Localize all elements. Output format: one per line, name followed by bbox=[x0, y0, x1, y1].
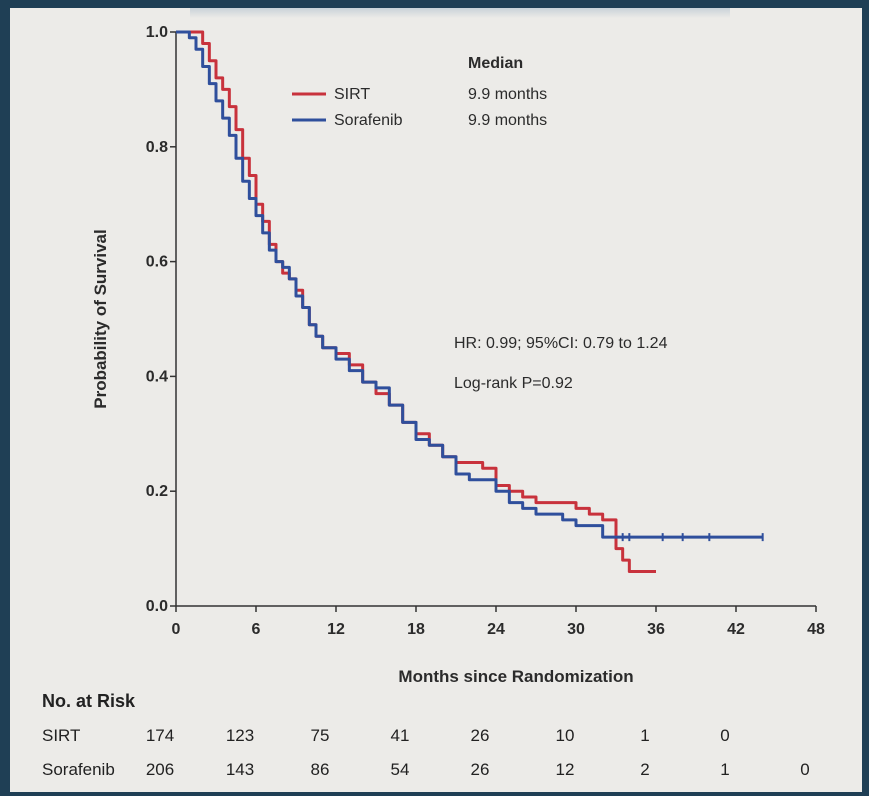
y-tick-label: 1.0 bbox=[146, 24, 168, 41]
x-tick-label: 42 bbox=[727, 621, 745, 638]
risk-cell: 174 bbox=[145, 726, 175, 745]
risk-cell: 26 bbox=[470, 726, 490, 745]
x-tick-label: 18 bbox=[407, 621, 425, 638]
legend-median-sirt: 9.9 months bbox=[468, 86, 547, 103]
risk-row-label: SIRT bbox=[42, 726, 81, 745]
risk-cell: 10 bbox=[555, 726, 575, 745]
risk-cell: 0 bbox=[800, 760, 810, 779]
legend-header: Median bbox=[468, 55, 523, 72]
risk-cell: 86 bbox=[310, 760, 330, 779]
y-tick-label: 0.6 bbox=[146, 254, 168, 271]
risk-cell: 0 bbox=[720, 726, 730, 745]
x-tick-label: 48 bbox=[807, 621, 825, 638]
y-axis-title: Probability of Survival bbox=[91, 229, 110, 409]
y-tick-label: 0.8 bbox=[146, 139, 168, 156]
series-line-sirt bbox=[176, 30, 656, 574]
legend-label-sorafenib: Sorafenib bbox=[334, 112, 403, 129]
hazard-ratio-annotation: HR: 0.99; 95%CI: 0.79 to 1.24 bbox=[454, 335, 668, 352]
risk-cell: 1 bbox=[640, 726, 650, 745]
legend-label-sirt: SIRT bbox=[334, 86, 370, 103]
x-tick-label: 36 bbox=[647, 621, 665, 638]
x-tick-label: 0 bbox=[172, 621, 181, 638]
y-tick-label: 0.0 bbox=[146, 598, 168, 615]
x-tick-label: 6 bbox=[252, 621, 261, 638]
risk-cell: 206 bbox=[145, 760, 175, 779]
risk-cell: 54 bbox=[390, 760, 410, 779]
x-tick-label: 30 bbox=[567, 621, 585, 638]
risk-cell: 2 bbox=[640, 760, 650, 779]
risk-cell: 12 bbox=[555, 760, 575, 779]
x-tick-label: 24 bbox=[487, 621, 505, 638]
legend-median-sorafenib: 9.9 months bbox=[468, 112, 547, 129]
risk-cell: 26 bbox=[470, 760, 490, 779]
x-axis-title: Months since Randomization bbox=[398, 667, 633, 686]
figure-frame: 0.0 0.2 0.4 0.6 0.8 1.0 0 6 12 18 24 30 36 42 48 Months… bbox=[10, 8, 862, 792]
risk-cell: 123 bbox=[225, 726, 255, 745]
y-tick-label: 0.2 bbox=[146, 483, 168, 500]
logrank-annotation: Log-rank P=0.92 bbox=[454, 375, 573, 392]
risk-cell: 75 bbox=[310, 726, 330, 745]
risk-cell: 41 bbox=[390, 726, 410, 745]
risk-table-title: No. at Risk bbox=[42, 691, 136, 711]
series-line-sorafenib bbox=[176, 30, 763, 539]
km-chart: 0.0 0.2 0.4 0.6 0.8 1.0 0 6 12 18 24 30 36 42 48 Months… bbox=[91, 24, 825, 686]
risk-cell: 1 bbox=[720, 760, 730, 779]
risk-cell: 143 bbox=[225, 760, 255, 779]
risk-row-label: Sorafenib bbox=[42, 760, 115, 779]
x-tick-label: 12 bbox=[327, 621, 345, 638]
y-tick-label: 0.4 bbox=[146, 368, 168, 385]
